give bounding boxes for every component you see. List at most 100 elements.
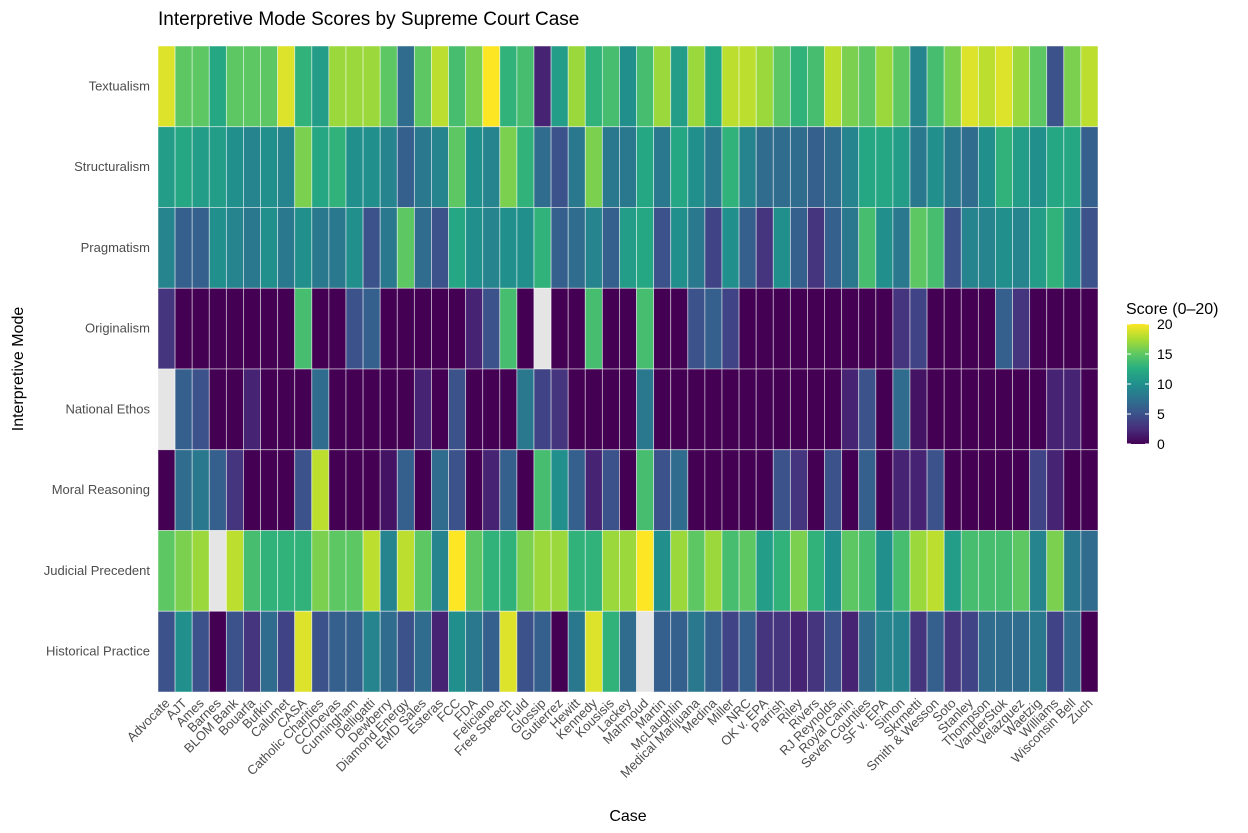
heatmap-cell [396,449,415,531]
heatmap-cell [225,126,244,208]
heatmap-cell [841,530,860,612]
heatmap-cell [311,449,330,531]
legend-tick-label: 5 [1157,406,1165,422]
heatmap-cell [191,287,210,370]
heatmap-cell [875,126,894,208]
heatmap-cell [858,45,877,128]
heatmap-cell [892,287,911,370]
heatmap-cell [704,126,723,208]
heatmap-cell [1012,126,1031,208]
heatmap-cell [345,610,364,693]
heatmap-cell [721,207,740,289]
heatmap-cell [465,449,484,531]
heatmap-cell [892,449,911,531]
heatmap-cell [1046,126,1065,208]
heatmap-cell [328,449,347,531]
heatmap-cell [260,530,279,612]
heatmap-cell [157,530,176,612]
heatmap-cell [721,449,740,531]
heatmap-cell [1012,610,1031,693]
heatmap-cell [772,45,791,128]
heatmap-cell [191,126,210,208]
heatmap-cell [345,126,364,208]
heatmap-cell [294,207,313,289]
heatmap-cell [294,45,313,128]
heatmap-cell [977,287,996,370]
heatmap-cell [294,610,313,693]
heatmap-cell [516,368,535,451]
heatmap-cell [1046,530,1065,612]
heatmap-cell [824,287,843,370]
heatmap-cell [1080,368,1099,451]
heatmap-cell [191,45,210,128]
heatmap-cell [807,45,825,128]
heatmap-cell [533,449,552,531]
y-tick-label: Historical Practice [46,644,150,659]
heatmap-cell [311,207,330,289]
legend-title: Score (0–20) [1126,301,1219,318]
heatmap-cell [909,207,928,289]
heatmap-cell [1012,287,1031,370]
heatmap-cell [807,368,825,451]
y-tick-label: Judicial Precedent [44,563,151,578]
heatmap-cell [208,207,227,289]
heatmap-cell [977,610,996,693]
heatmap-cell [653,287,672,370]
heatmap-cell [1063,610,1082,693]
heatmap-cell [1080,287,1099,370]
heatmap-cell [465,207,484,289]
heatmap-cell [174,610,193,693]
heatmap-cell [516,610,535,693]
heatmap-cell [721,45,740,128]
heatmap-cell [567,207,586,289]
heatmap-cell [260,207,279,289]
heatmap-cell [174,368,193,451]
heatmap-cell [277,207,296,289]
heatmap-cell [824,207,843,289]
heatmap-cell [345,368,364,451]
heatmap-cell [995,126,1013,208]
heatmap-cell [345,530,364,612]
heatmap-cell [789,207,808,289]
heatmap-cell [687,287,706,370]
heatmap-cell [396,368,415,451]
heatmap-cell [909,287,928,370]
heatmap-cell [636,207,655,289]
heatmap-cell [858,610,877,693]
heatmap-cell [1012,449,1031,531]
heatmap-cell [636,368,655,451]
legend-tick-label: 0 [1157,436,1165,452]
heatmap-cell [567,287,586,370]
heatmap-cell [1080,449,1099,531]
heatmap-cell [396,530,415,612]
legend-tick-label: 20 [1157,316,1173,332]
heatmap-cell [277,530,296,612]
heatmap-cell [977,368,996,451]
heatmap-cell [1080,126,1099,208]
heatmap-cell [379,45,398,128]
heatmap-cell [482,45,501,128]
heatmap-cell [1029,45,1048,128]
heatmap-cell [294,126,313,208]
heatmap-cell [482,610,501,693]
heatmap-cell [670,45,689,128]
heatmap-cell [755,287,774,370]
heatmap-cell [619,207,637,289]
heatmap-cell [328,610,347,693]
heatmap-cell [619,610,637,693]
heatmap-cell [294,449,313,531]
heatmap-cell [943,449,962,531]
legend-colorbar [1127,324,1149,444]
heatmap-cell [294,368,313,451]
heatmap-cell [431,287,449,370]
heatmap-cell [653,45,672,128]
heatmap-cell [157,368,176,451]
heatmap-cell [892,126,911,208]
legend-tick-label: 15 [1157,346,1173,362]
heatmap-cell [926,530,945,612]
heatmap-cell [636,287,655,370]
heatmap-cell [499,287,518,370]
heatmap-cell [755,368,774,451]
heatmap-cell [362,126,381,208]
heatmap-cell [943,126,962,208]
